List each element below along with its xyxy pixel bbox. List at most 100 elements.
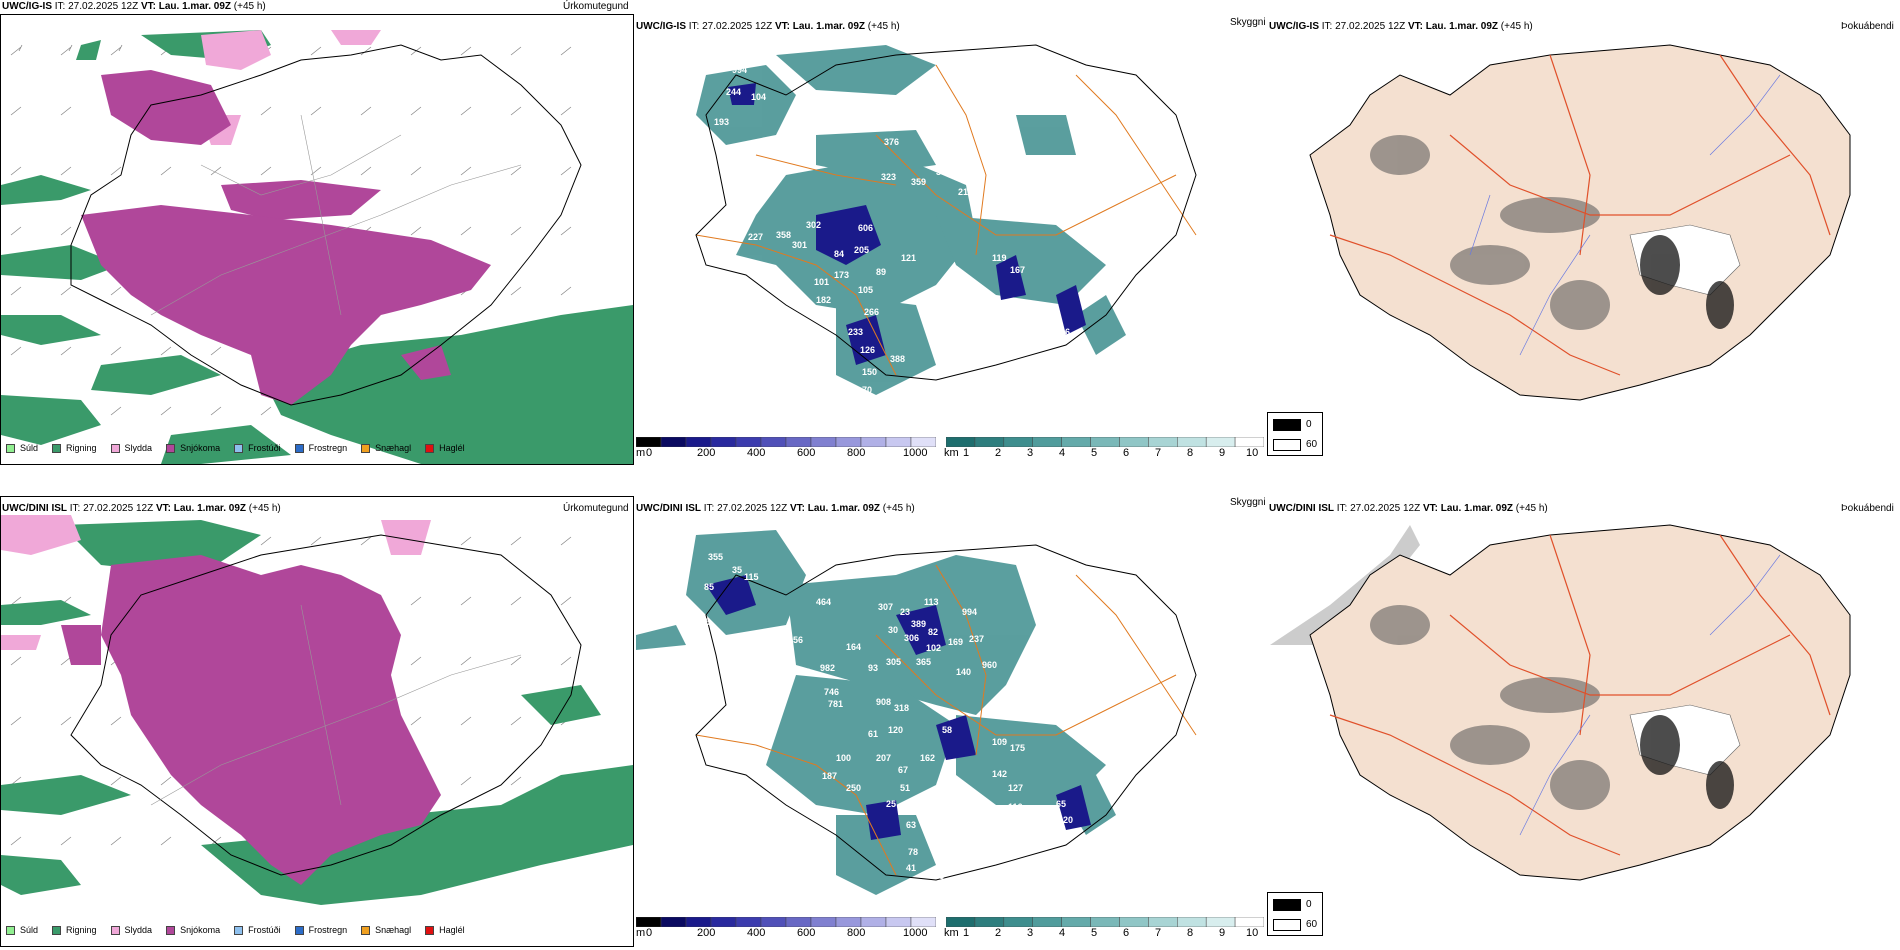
fog-label-low: 60 (1306, 919, 1318, 930)
fog-label-high: 0 (1306, 899, 1312, 910)
ceiling-tick-1000: 1000 (903, 447, 928, 459)
fog-map-top[interactable] (1290, 35, 1890, 435)
ceiling-scale-top (636, 437, 936, 447)
ceiling-tick-400: 400 (747, 447, 766, 459)
valid-label: VT: (1407, 21, 1423, 32)
model-name: UWC/DINI ISL (1269, 503, 1334, 514)
ceiling-label: 307 (878, 602, 893, 612)
visibility-scale-top (946, 437, 1264, 447)
precip-map-top[interactable] (1, 15, 633, 464)
scale-swatch (910, 917, 936, 927)
ceiling-label: 250 (846, 783, 861, 793)
scale-swatch (1177, 437, 1207, 447)
swatch-snaehagl (361, 443, 371, 453)
ceiling-scale-swatches (636, 437, 936, 447)
legend-label: Frostúði (248, 443, 281, 453)
ceiling-label: 240 (936, 833, 951, 843)
ceiling-label: 109 (992, 737, 1007, 747)
ceiling-label: 93 (936, 309, 946, 319)
ceiling-label: 95 (700, 617, 710, 627)
ceiling-label: 100 (836, 753, 851, 763)
legend-label: Snæhagl (375, 925, 412, 935)
ceiling-label: 388 (890, 354, 905, 364)
ceiling-label: 58 (942, 725, 952, 735)
scale-swatch (835, 437, 862, 447)
fog-map-bottom[interactable] (1270, 515, 1890, 915)
legend-label: Haglél (439, 443, 465, 453)
valid-time: Lau. 1.mar. 09Z (807, 503, 881, 514)
visibility-unit-bottom: km (944, 927, 959, 939)
visibility-panel-label-top: Skyggni (1230, 17, 1266, 28)
ceiling-label: 126 (860, 345, 875, 355)
ceiling-label: 169 (948, 637, 963, 647)
roads (695, 64, 1197, 376)
ceiling-label: 120 (888, 725, 903, 735)
scale-swatch (785, 437, 812, 447)
ceiling-tick-200: 200 (697, 447, 716, 459)
low-ceiling-areas (728, 83, 1086, 365)
visibility-map-bottom[interactable]: 155 355 35 115 85 464 95 131 156 307 23 … (636, 515, 1266, 915)
scale-swatch (1090, 437, 1120, 447)
ceiling-label: 113 (924, 597, 939, 607)
precip-frame-bottom (0, 496, 634, 947)
visibility-tick-3: 3 (1027, 927, 1034, 939)
ceiling-label: 150 (862, 367, 877, 377)
precip-legend-top: Súld Rigning Slydda Snjókoma Frostúði Fr… (6, 443, 479, 453)
ceiling-label: 207 (876, 753, 891, 763)
ceiling-label: 140 (956, 667, 971, 677)
ceiling-label: 82 (928, 627, 938, 637)
coastline (695, 544, 1197, 881)
ceiling-label: 908 (876, 697, 891, 707)
lead-time: (+45 h) (233, 1, 266, 12)
visibility-title-top: UWC/IG-IS IT: 27.02.2025 12Z VT: Lau. 1.… (636, 21, 900, 32)
ceiling-label: 51 (900, 783, 910, 793)
ceiling-label: 306 (904, 633, 919, 643)
ceiling-label: 994 (962, 607, 977, 617)
visibility-tick-9: 9 (1219, 447, 1226, 459)
scale-swatch (636, 437, 662, 447)
ceiling-label: 237 (969, 634, 984, 644)
visibility-unit-top: km (944, 447, 959, 459)
lead-time: (+45 h) (882, 503, 915, 514)
issue-time: IT: 27.02.2025 12Z (54, 1, 139, 12)
scale-swatch (660, 437, 687, 447)
rivers (1519, 554, 1781, 836)
visibility-tick-1: 1 (963, 927, 970, 939)
ceiling-label: 93 (868, 663, 878, 673)
ceiling-label: 119 (992, 253, 1007, 263)
ceiling-label: 960 (982, 660, 997, 670)
ceiling-label: 121 (901, 253, 916, 263)
scale-swatch (1061, 917, 1091, 927)
legend-item-frostudi: Frostúði (234, 443, 281, 453)
scale-swatch (810, 917, 837, 927)
visibility-tick-8: 8 (1187, 927, 1194, 939)
ceiling-label: 102 (926, 643, 941, 653)
ceiling-label: 318 (894, 703, 909, 713)
visibility-tick-10: 10 (1246, 447, 1259, 459)
valid-label: VT: (774, 21, 790, 32)
valid-label: VT: (789, 503, 805, 514)
ceiling-label: 359 (911, 177, 926, 187)
ceiling-tick-600: 600 (797, 927, 816, 939)
ceiling-label: 160 (1012, 305, 1027, 315)
legend-label: Frostúði (248, 925, 281, 935)
ceiling-label: 63 (906, 820, 916, 830)
visibility-map-top[interactable]: 994 244 104 193 376 323 359 305 215 606 … (636, 35, 1266, 435)
ceiling-label: 131 (764, 627, 779, 637)
issue-time: IT: 27.02.2025 12Z (688, 21, 773, 32)
valid-label: VT: (140, 1, 156, 12)
ceiling-label: 365 (916, 657, 931, 667)
ceiling-label: 35 (732, 565, 742, 575)
precip-map-bottom[interactable] (1, 515, 633, 925)
ceiling-label: 358 (776, 230, 791, 240)
scale-swatch (660, 917, 687, 927)
legend-label: Snjókoma (180, 925, 221, 935)
ceiling-label: 182 (816, 295, 831, 305)
scale-swatch (685, 917, 712, 927)
visibility-tick-8: 8 (1187, 447, 1194, 459)
ceiling-label: 301 (792, 240, 807, 250)
scale-swatch (974, 917, 1005, 927)
visibility-title-bottom: UWC/DINI ISL IT: 27.02.2025 12Z VT: Lau.… (636, 503, 915, 514)
ceiling-labels: 155 355 35 115 85 464 95 131 156 307 23 … (700, 522, 1073, 881)
fog-panel-label-top: Þokuábendi (1841, 21, 1894, 32)
